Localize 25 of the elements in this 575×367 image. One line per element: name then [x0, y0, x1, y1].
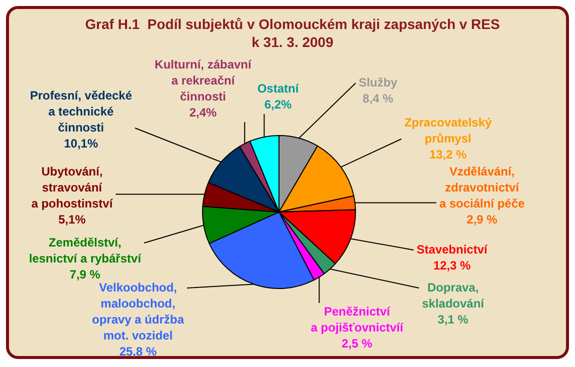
slice-label: Kulturní, zábavní a rekreační činnosti: [154, 57, 252, 104]
data-label: 2,9 %: [466, 212, 498, 226]
data-label: 5,1%: [58, 212, 86, 226]
data-label: 8,4 %: [362, 91, 394, 106]
slice-label: Ubytování, stravování a pohostinství: [31, 164, 114, 210]
slice-label: Vzdělávání, zdravotnictví a sociální péče: [439, 164, 526, 210]
slice-label: Ostatní: [257, 81, 300, 96]
data-label: 12,3 %: [433, 258, 472, 272]
data-label: 10,1%: [64, 136, 98, 150]
slice-label: Stavebnictví: [416, 242, 488, 256]
chart-title: Graf H.1 Podíl subjektů v Olomouckém kraji zapsaných v RES k 31. 3. 2009: [85, 16, 500, 50]
slice-label: Profesní, vědecké a technické činnosti: [30, 88, 132, 134]
slice-label: Doprava, skladování: [422, 280, 485, 310]
slice-label: Peněžnictví a pojišťovnictvíí: [310, 304, 404, 334]
slice-label: Služby: [358, 75, 398, 90]
data-label: 13,2 %: [429, 147, 468, 162]
data-label: 3,1 %: [438, 312, 469, 326]
slice-label: Zemědělství, lesnictví a rybářství: [28, 235, 142, 266]
slice-label: Velkoobchod, maloobchod, opravy a údržba mot. vozidel: [92, 280, 184, 342]
data-label: 6,2%: [264, 97, 292, 112]
data-label: 2,4%: [189, 105, 217, 120]
slice-label: Zpracovatelský průmysl: [404, 115, 492, 146]
data-label: 7,9 %: [70, 267, 101, 282]
data-label: 2,5 %: [342, 336, 373, 350]
data-label: 25,8 %: [119, 344, 158, 358]
